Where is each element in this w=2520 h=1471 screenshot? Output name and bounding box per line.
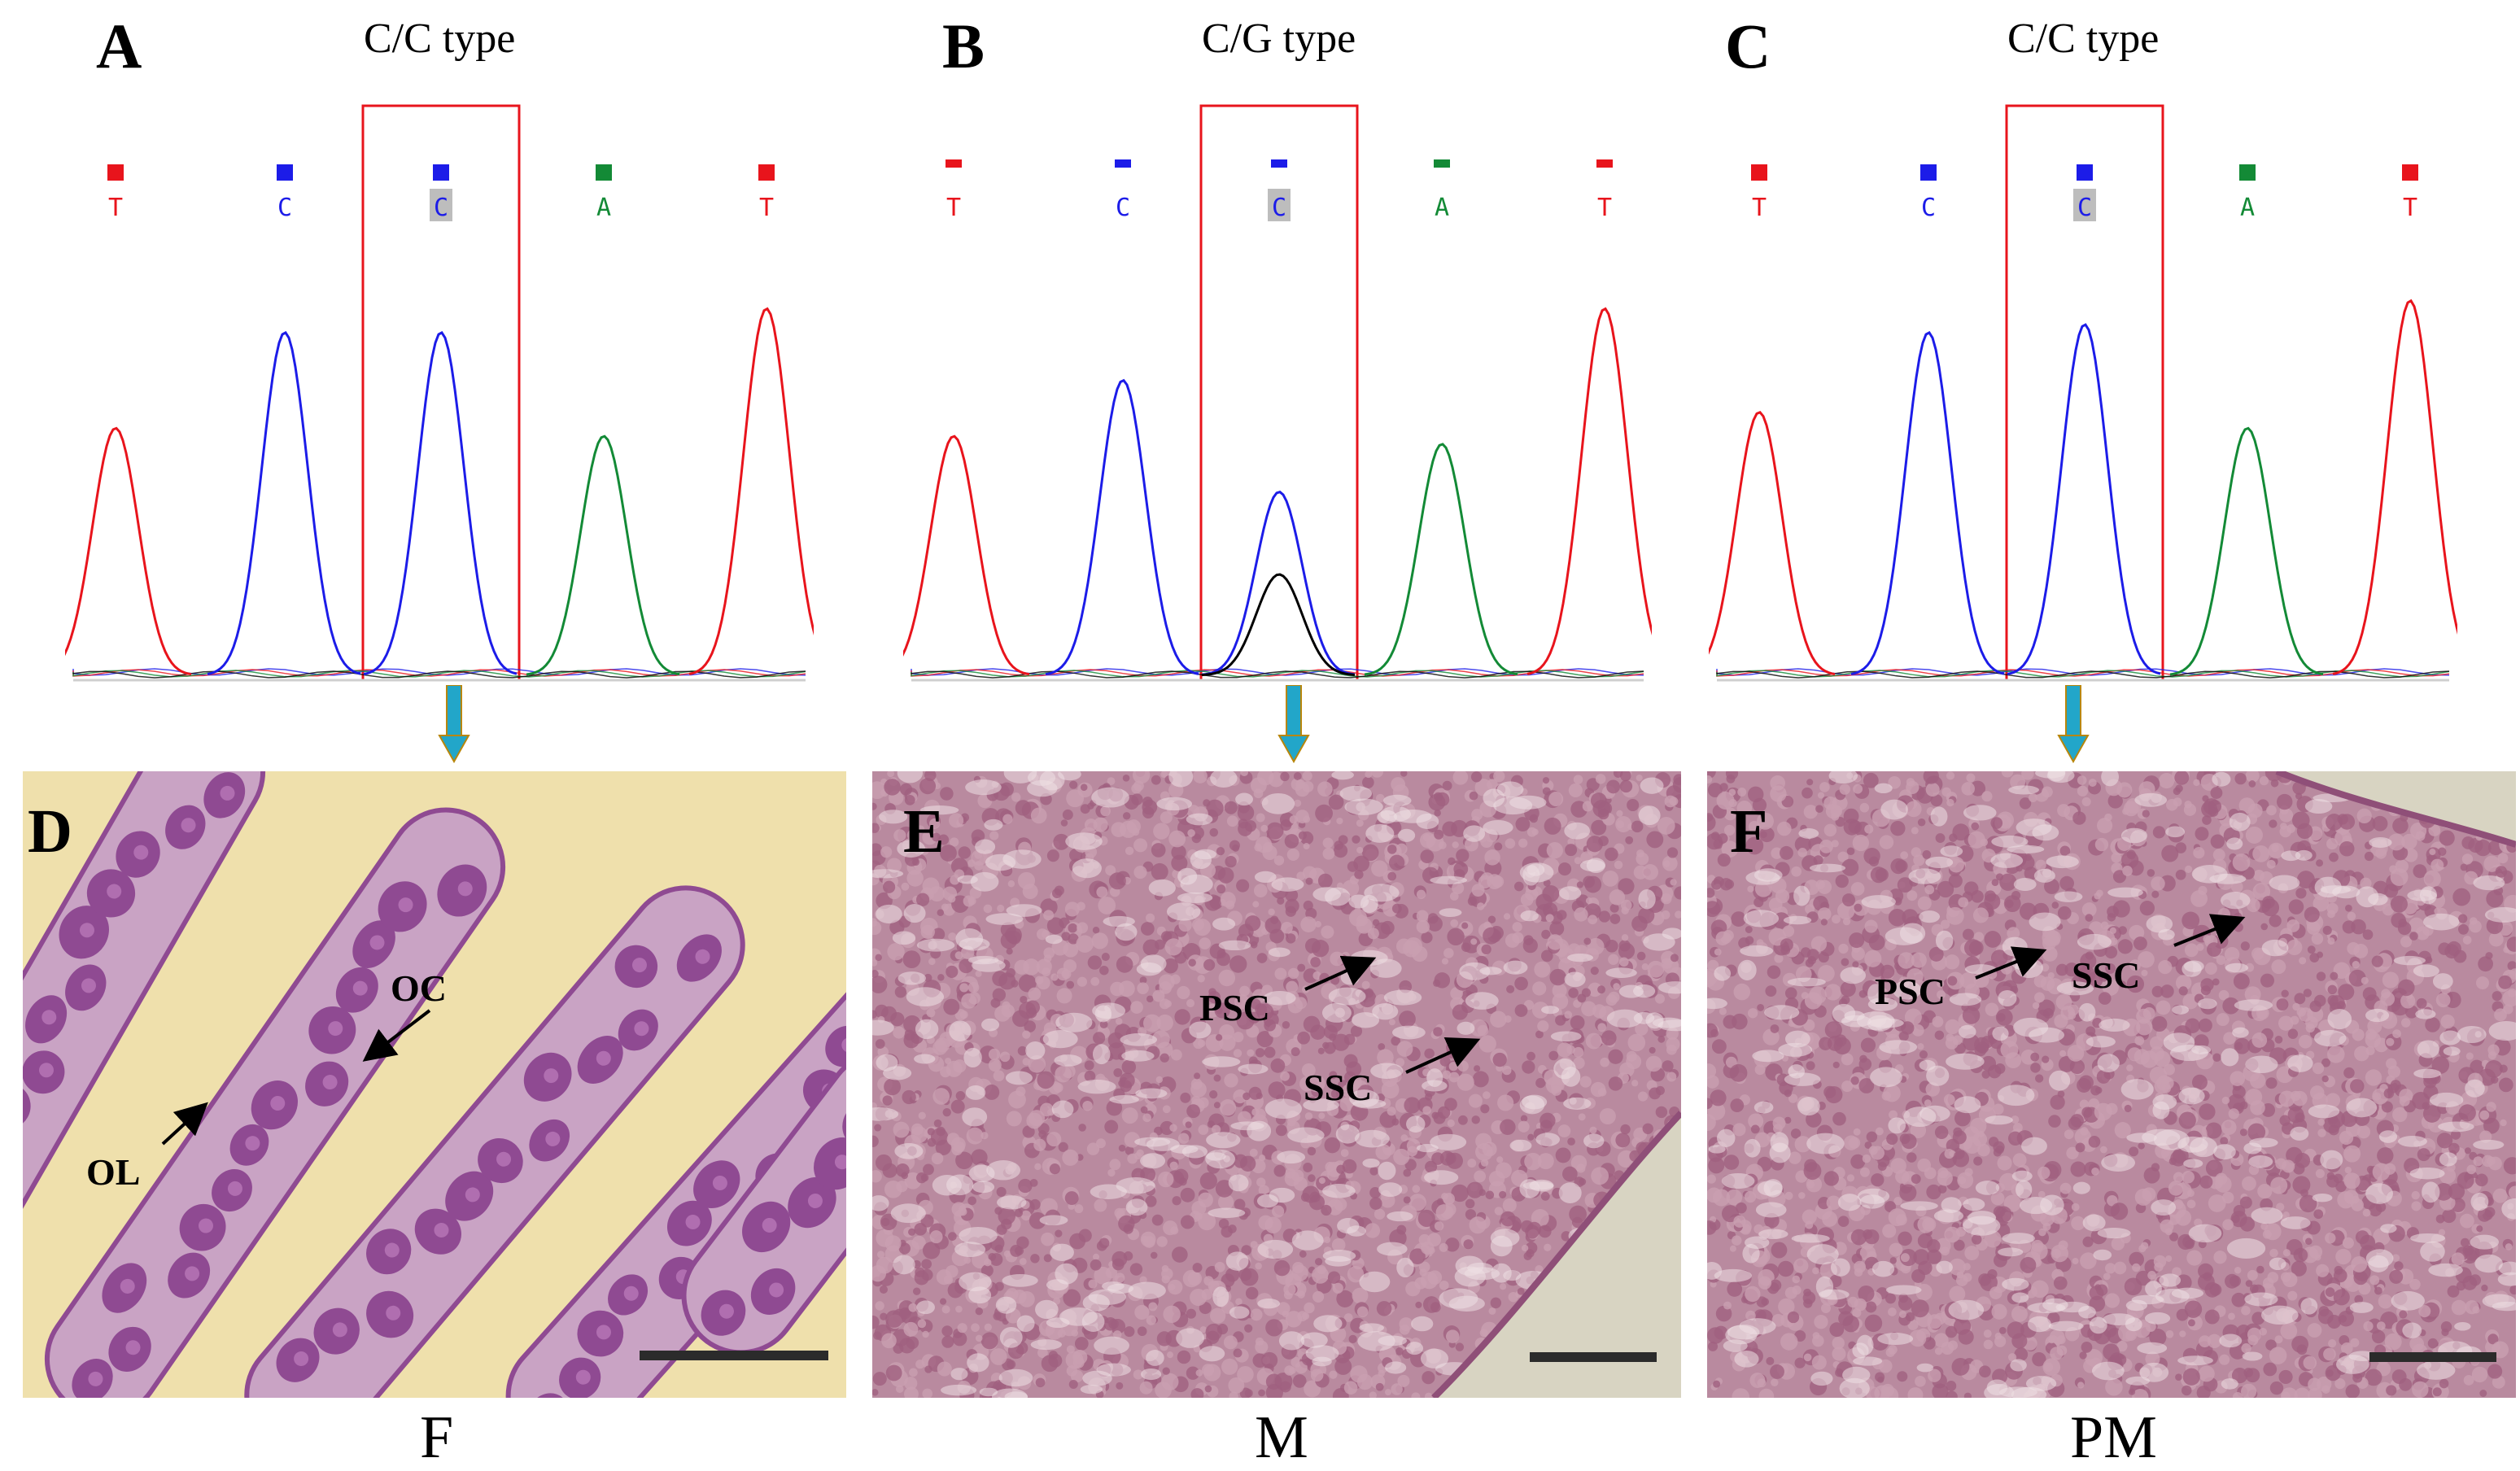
trace-peak-t bbox=[903, 436, 1029, 674]
base-letter: C bbox=[2077, 194, 2092, 222]
group-label-f: F bbox=[420, 1408, 453, 1468]
trace-peak-t bbox=[65, 428, 191, 674]
base-marker-a bbox=[2239, 164, 2256, 181]
trace-peak-c bbox=[1851, 333, 2004, 674]
trace-peak-t bbox=[2333, 301, 2457, 674]
base-letter: T bbox=[2403, 194, 2417, 222]
annotation-arrows-e bbox=[872, 771, 1681, 1398]
base-marker-c bbox=[2077, 164, 2093, 181]
base-letter: C bbox=[1921, 194, 1936, 222]
trace-peak-a bbox=[526, 436, 679, 674]
base-letter: C bbox=[1116, 194, 1130, 222]
base-marker-c bbox=[277, 164, 293, 181]
trace-peak-t bbox=[689, 309, 814, 674]
base-letter: C bbox=[434, 194, 448, 222]
trace-peak-c bbox=[2007, 325, 2160, 674]
base-letter: T bbox=[1752, 194, 1767, 222]
histology-d: D OC OL bbox=[23, 771, 846, 1398]
base-marker-t bbox=[758, 164, 775, 181]
base-marker-t bbox=[1596, 159, 1613, 168]
down-arrow-b bbox=[1277, 685, 1310, 763]
trace-peak-c bbox=[207, 333, 360, 674]
trace-peak-g bbox=[1202, 574, 1355, 675]
base-marker-a bbox=[596, 164, 612, 181]
panel-a-title: C/C type bbox=[364, 18, 515, 60]
base-letter: A bbox=[2240, 194, 2255, 222]
base-marker-c bbox=[1920, 164, 1937, 181]
base-letter: A bbox=[596, 194, 611, 222]
panel-letter-c: C bbox=[1725, 15, 1771, 78]
scale-bar-d bbox=[640, 1351, 828, 1360]
base-letter: T bbox=[759, 194, 774, 222]
trace-peak-t bbox=[1709, 412, 1835, 674]
trace-peak-t bbox=[1527, 309, 1652, 674]
trace-peak-c bbox=[1046, 381, 1199, 674]
down-arrow-c bbox=[2057, 685, 2090, 763]
trace-peak-c bbox=[364, 333, 517, 674]
base-letter: T bbox=[108, 194, 123, 222]
base-marker-t bbox=[946, 159, 962, 168]
annotation-arrows-d bbox=[23, 771, 846, 1398]
group-label-m: M bbox=[1255, 1408, 1308, 1468]
scale-bar-f bbox=[2369, 1352, 2496, 1362]
panel-letter-b: B bbox=[942, 15, 985, 78]
base-letter: C bbox=[1272, 194, 1286, 222]
base-letter: T bbox=[946, 194, 961, 222]
group-label-pm: PM bbox=[2070, 1408, 2157, 1468]
histology-f: F PSC SSC bbox=[1707, 771, 2516, 1398]
histology-e: E PSC SSC bbox=[872, 771, 1681, 1398]
down-arrow-a bbox=[438, 685, 470, 763]
trace-peak-a bbox=[2170, 428, 2323, 674]
base-marker-c bbox=[1271, 159, 1287, 168]
base-marker-t bbox=[1751, 164, 1767, 181]
trace-peak-a bbox=[1365, 444, 1518, 674]
base-letter: C bbox=[277, 194, 292, 222]
panel-b-title: C/G type bbox=[1202, 18, 1356, 60]
base-marker-a bbox=[1434, 159, 1450, 168]
base-marker-t bbox=[107, 164, 124, 181]
panel-letter-a: A bbox=[96, 15, 142, 78]
base-letter: T bbox=[1597, 194, 1612, 222]
annotation-arrows-f bbox=[1707, 771, 2516, 1398]
base-marker-c bbox=[1115, 159, 1131, 168]
base-marker-t bbox=[2402, 164, 2418, 181]
trace-peak-c bbox=[1202, 492, 1355, 675]
base-marker-c bbox=[433, 164, 449, 181]
base-letter: A bbox=[1435, 194, 1449, 222]
panel-c-title: C/C type bbox=[2007, 18, 2159, 60]
scale-bar-e bbox=[1530, 1352, 1657, 1362]
